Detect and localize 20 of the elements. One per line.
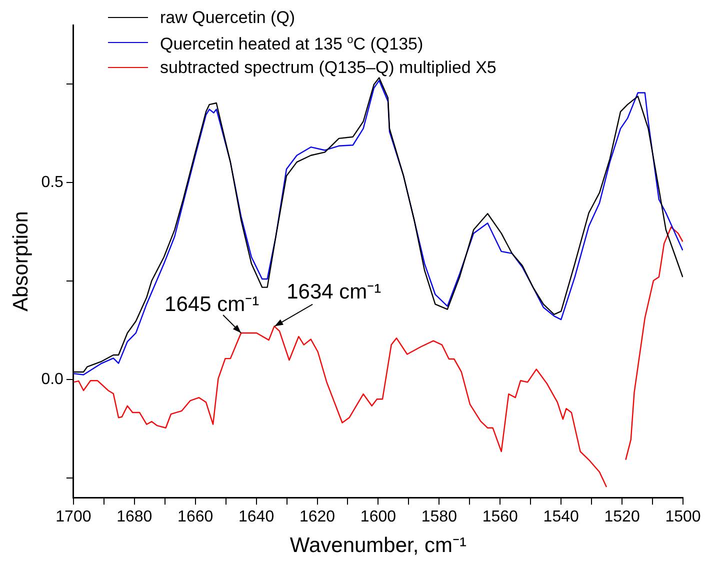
x-tick-label: 1540 xyxy=(543,508,579,526)
x-tick-label: 1700 xyxy=(56,508,92,526)
x-tick-label: 1560 xyxy=(482,508,518,526)
y-axis-title: Absorption xyxy=(9,211,32,312)
y-tick-label: 0.0 xyxy=(41,370,64,388)
x-tick-label: 1600 xyxy=(360,508,396,526)
x-tick-label: 1620 xyxy=(299,508,336,526)
x-tick-label: 1680 xyxy=(116,508,152,526)
x-tick-label: 1500 xyxy=(665,508,701,526)
legend-label: raw Quercetin (Q) xyxy=(160,7,296,29)
x-tick-label: 1580 xyxy=(421,508,458,526)
legend-label: Quercetin heated at 135 $^{o}$C (Q135) xyxy=(160,33,424,56)
x-tick-label: 1660 xyxy=(178,508,214,526)
x-tick-label: 1520 xyxy=(604,508,640,526)
x-axis-title: Wavenumber, cm⁻¹ xyxy=(290,534,467,558)
y-tick-label: 0.5 xyxy=(41,174,64,191)
x-tick-label: 1640 xyxy=(238,508,274,526)
legend-label: subtracted spectrum (Q135–Q) multiplied X5 xyxy=(160,56,496,79)
annotation: 1634 cm⁻¹ xyxy=(286,280,382,304)
annotation: 1645 cm⁻¹ xyxy=(164,292,260,316)
